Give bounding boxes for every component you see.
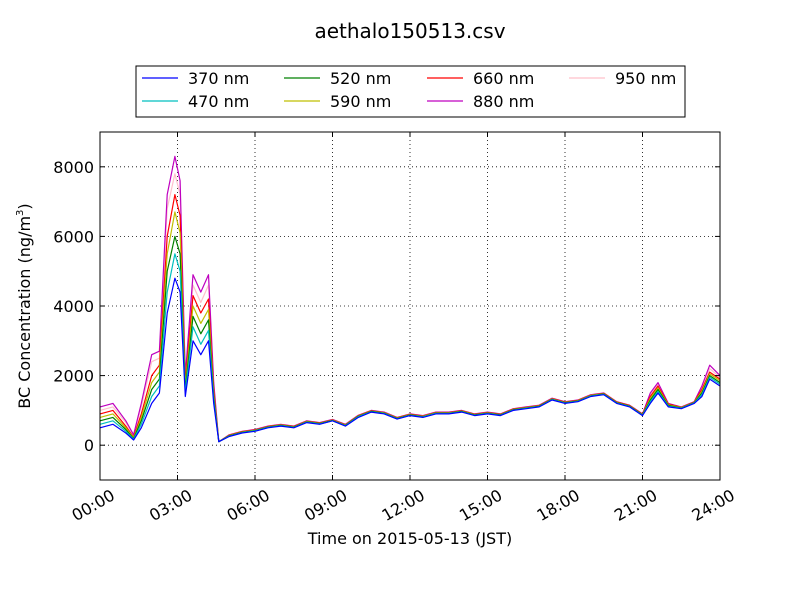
y-tick-label: 0 <box>84 436 94 455</box>
y-tick-label: 8000 <box>53 158 94 177</box>
legend-label: 950 nm <box>615 69 676 88</box>
grid <box>100 132 720 480</box>
legend-label: 590 nm <box>330 92 391 111</box>
legend-label: 470 nm <box>188 92 249 111</box>
x-axis-label: Time on 2015-05-13 (JST) <box>307 529 512 548</box>
y-axis-label-superscript: 3 <box>15 210 26 216</box>
y-axis-label-base: BC Concentration (ng/m <box>15 216 34 409</box>
y-tick-label: 2000 <box>53 367 94 386</box>
y-axis-label-end: ) <box>15 203 34 209</box>
series-line-370-nm <box>99 277 721 443</box>
legend-label: 880 nm <box>473 92 534 111</box>
legend-frame <box>135 65 686 118</box>
series-lines <box>99 155 721 443</box>
y-tick-label: 4000 <box>53 297 94 316</box>
y-tick-label: 6000 <box>53 227 94 246</box>
legend-label: 520 nm <box>330 69 391 88</box>
legend-label: 660 nm <box>473 69 534 88</box>
legend: 370 nm 470 nm 520 nm 590 nm 660 nm 880 nm 950 … <box>135 65 686 118</box>
y-axis-label: BC Concentration (ng/m3) <box>15 203 34 408</box>
chart-title: aethalo150513.csv <box>314 19 505 43</box>
legend-label: 370 nm <box>188 69 249 88</box>
